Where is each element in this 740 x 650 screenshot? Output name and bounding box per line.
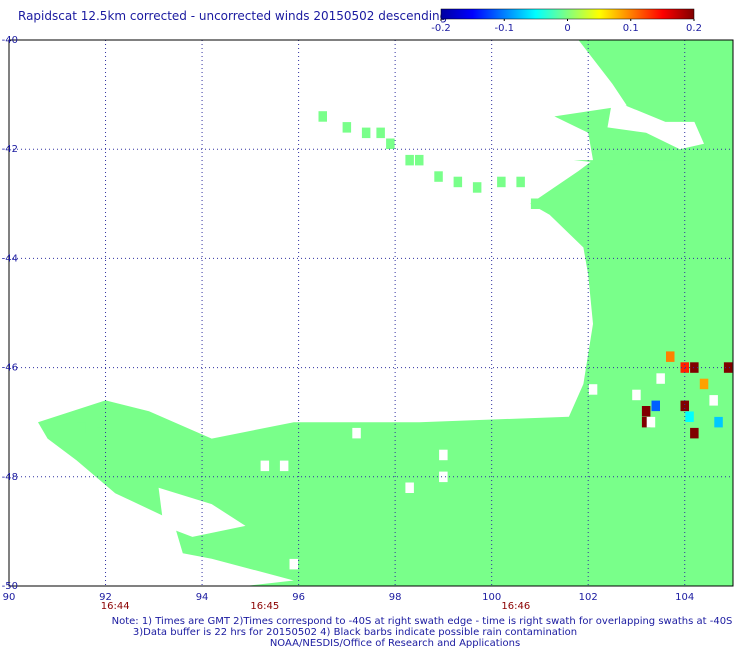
data-cell-20 <box>651 400 660 412</box>
x-tick-94: 94 <box>196 592 209 603</box>
data-cell-24 <box>685 411 694 422</box>
data-cell-38 <box>289 558 298 570</box>
data-cell-0 <box>318 111 327 122</box>
x-tick-90: 90 <box>3 592 16 603</box>
swath-polygon-2 <box>607 100 704 150</box>
data-cell-19 <box>699 378 709 390</box>
data-cell-33 <box>439 471 448 483</box>
y-tick--40: -40 <box>2 35 18 46</box>
x-tick-100: 100 <box>482 592 501 603</box>
data-cell-35 <box>352 427 361 439</box>
data-cell-4 <box>386 138 395 149</box>
data-cell-6 <box>415 154 424 166</box>
colorbar-tick-0: -0.2 <box>431 23 451 34</box>
plot-frame <box>8 39 734 587</box>
swath-polygon-1 <box>573 138 685 166</box>
data-cell-37 <box>279 460 289 472</box>
data-cell-1 <box>342 122 352 133</box>
note-line-3: NOAA/NESDIS/Office of Research and Appli… <box>270 638 520 649</box>
data-cell-15 <box>666 351 675 362</box>
swath-polygon-0 <box>38 40 733 586</box>
cell-layer <box>77 111 733 570</box>
y-tick-labels: -40 -42 -44 -46 -48 -50 <box>2 35 18 592</box>
data-cell-26 <box>690 427 699 439</box>
time-label-2: 16:46 <box>501 601 530 612</box>
x-tick-labels: 90 92 94 96 98 100 102 104 <box>3 592 695 603</box>
data-cell-21 <box>680 400 689 412</box>
x-tick-102: 102 <box>579 592 598 603</box>
colorbar-tick-4: 0.2 <box>686 23 702 34</box>
swath-layer <box>38 40 733 586</box>
data-cell-32 <box>439 449 448 461</box>
data-cell-30 <box>709 395 718 406</box>
data-cell-18 <box>723 362 733 373</box>
data-cell-13 <box>77 422 86 433</box>
colorbar-tick-1: -0.1 <box>494 23 514 34</box>
colorbar: -0.2 -0.1 0 0.1 0.2 <box>431 8 702 34</box>
note-line-2: 3)Data buffer is 22 hrs for 20150502 4) … <box>133 627 577 638</box>
data-cell-36 <box>260 460 270 472</box>
data-cell-11 <box>516 176 525 188</box>
colorbar-gradient <box>440 8 695 20</box>
y-tick--44: -44 <box>2 253 18 264</box>
x-tick-98: 98 <box>389 592 402 603</box>
data-cell-2 <box>361 127 371 139</box>
x-tick-96: 96 <box>292 592 305 603</box>
data-cell-29 <box>588 384 598 395</box>
x-tick-92: 92 <box>99 592 112 603</box>
colorbar-tick-3: 0.1 <box>623 23 639 34</box>
data-cell-9 <box>472 182 482 193</box>
grid-lines <box>9 40 733 586</box>
data-cell-17 <box>690 362 699 373</box>
data-cell-10 <box>497 176 506 188</box>
time-label-1: 16:45 <box>250 601 279 612</box>
data-cell-23 <box>641 416 651 428</box>
time-label-0: 16:44 <box>101 601 130 612</box>
data-cell-5 <box>405 154 414 166</box>
data-cell-8 <box>453 176 463 188</box>
data-cell-31 <box>646 416 656 428</box>
data-cell-3 <box>376 127 385 139</box>
data-cell-7 <box>434 171 443 182</box>
y-tick--50: -50 <box>2 581 18 592</box>
y-tick--42: -42 <box>2 144 18 155</box>
data-cell-34 <box>405 482 414 493</box>
y-tick--48: -48 <box>2 472 18 483</box>
data-cell-28 <box>632 389 641 401</box>
note-line-1: Note: 1) Times are GMT 2)Times correspon… <box>112 616 733 627</box>
data-cell-12 <box>530 198 540 209</box>
plot-area <box>8 39 734 587</box>
data-cell-14 <box>96 427 105 439</box>
y-tick--46: -46 <box>2 363 18 374</box>
data-cell-27 <box>656 373 665 384</box>
chart-title: Rapidscat 12.5km corrected - uncorrected… <box>18 9 447 23</box>
data-cell-22 <box>641 406 651 417</box>
data-cell-16 <box>680 362 689 373</box>
time-labels: 16:44 16:45 16:46 <box>101 601 530 612</box>
data-cell-25 <box>714 416 723 428</box>
x-tick-104: 104 <box>675 592 694 603</box>
colorbar-tick-2: 0 <box>564 23 570 34</box>
